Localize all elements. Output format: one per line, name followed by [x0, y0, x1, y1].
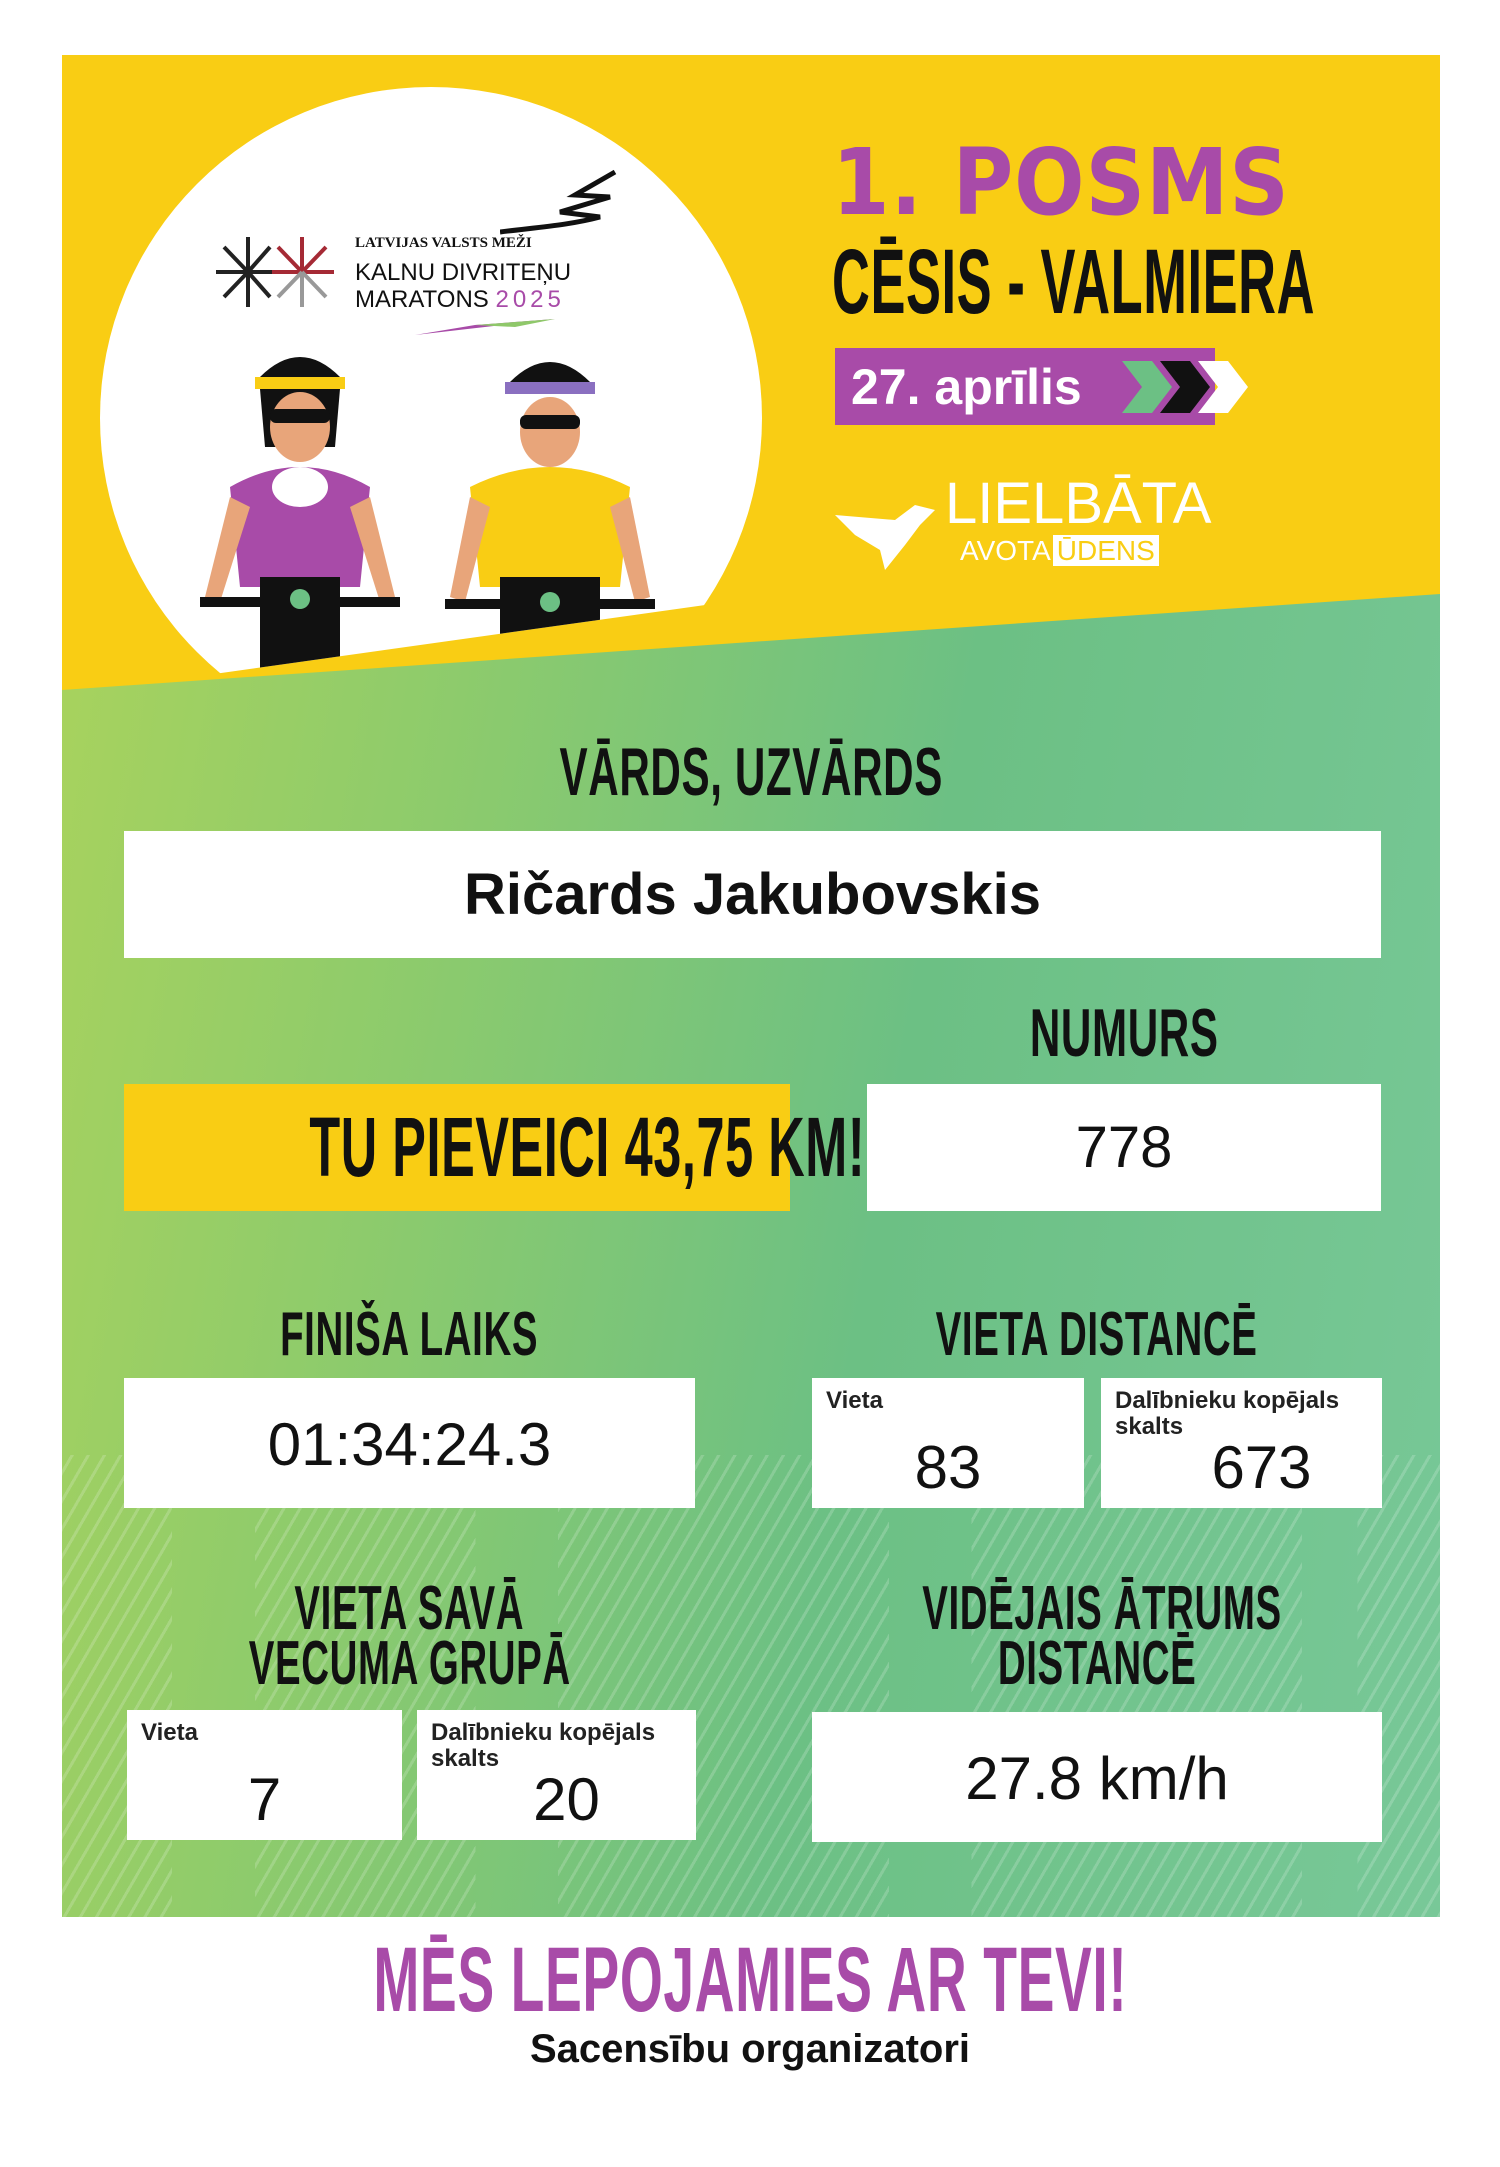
age-place-box: Vieta 7 — [127, 1710, 402, 1840]
water-brand-logo: LIELBĀTA AVOTA ŪDENS — [835, 475, 1255, 575]
water-sub-1: AVOTA — [960, 535, 1051, 566]
bib-number: 778 — [1075, 1115, 1173, 1180]
arrows-icon — [1122, 361, 1248, 413]
finish-time: 01:34:24.3 — [267, 1411, 552, 1478]
slogan-text: MĒS LEPOJAMIES AR TEVI! — [373, 1929, 1127, 2031]
water-sub-2: ŪDENS — [1052, 535, 1159, 566]
tree-logo-icon — [500, 169, 617, 235]
speed-box: 27.8 km/h — [812, 1712, 1382, 1842]
overall-total-label: Dalībnieku kopējals skalts — [1115, 1387, 1340, 1440]
date-text: 27. aprīlis — [851, 359, 1082, 415]
water-brand-name: LIELBĀTA — [945, 471, 1212, 536]
overall-place-box: Vieta 83 — [812, 1378, 1084, 1508]
age-place: 7 — [247, 1766, 282, 1833]
cyclists-illustration — [200, 357, 655, 690]
speed-label-line2: DISTANCĒ — [997, 1629, 1197, 1698]
cyclist-left — [200, 357, 400, 690]
event-name: KALNU DIVRITEŅU MARATONS 2025 — [355, 259, 571, 313]
participant-name: Ričards Jakubovskis — [463, 862, 1042, 927]
cyclist-right — [445, 362, 655, 690]
age-total-label: Dalībnieku kopējals skalts — [431, 1719, 656, 1772]
name-label: VĀRDS, UZVĀRDS — [62, 734, 1440, 810]
finish-box: 01:34:24.3 — [124, 1378, 695, 1508]
event-name-line2: MARATONS — [355, 286, 489, 313]
finish-label: FINIŠA LAIKS — [124, 1300, 695, 1369]
route-text: CĒSIS - VALMIERA — [832, 231, 1316, 333]
certificate-card: LATVIJAS VALSTS MEŽI KALNU DIVRITEŅU MAR… — [62, 55, 1440, 1917]
ring-logo-icon — [216, 237, 334, 307]
name-label-text: VĀRDS, UZVĀRDS — [559, 734, 943, 810]
stage-title: 1. POSMS — [832, 129, 1332, 236]
swoosh-icon — [415, 319, 555, 335]
speed-label-line1: VIDĒJAIS ĀTRUMS — [922, 1574, 1282, 1643]
route-title: CĒSIS - VALMIERA — [832, 231, 1432, 333]
overall-total: 673 — [1211, 1434, 1312, 1501]
age-place-label: Vieta — [141, 1719, 198, 1746]
age-label-line2: VECUMA GRUPĀ — [248, 1629, 571, 1698]
number-box: 778 — [867, 1084, 1381, 1211]
age-total: 20 — [533, 1766, 600, 1833]
number-label-text: NUMURS — [1029, 995, 1219, 1071]
speed-label: VIDĒJAIS ĀTRUMS DISTANCĒ — [812, 1574, 1382, 1698]
stage-text: 1. POSMS — [832, 129, 1290, 236]
overall-label-text: VIETA DISTANCĒ — [936, 1300, 1258, 1369]
number-label: NUMURS — [867, 995, 1381, 1071]
finish-label-text: FINIŠA LAIKS — [280, 1300, 539, 1369]
footer-signature: Sacensību organizatori — [529, 2027, 971, 2071]
illustration-circle: LATVIJAS VALSTS MEŽI KALNU DIVRITEŅU MAR… — [100, 87, 762, 690]
overall-label: VIETA DISTANCĒ — [812, 1300, 1382, 1369]
bird-icon — [835, 505, 935, 570]
avg-speed: 27.8 km/h — [965, 1745, 1229, 1812]
age-label-line1: VIETA SAVĀ — [294, 1574, 525, 1643]
overall-total-box: Dalībnieku kopējals skalts 673 — [1101, 1378, 1382, 1508]
water-brand-sub: AVOTA ŪDENS — [960, 535, 1159, 567]
distance-text: TU PIEVEICI 43,75 KM! — [309, 1100, 866, 1194]
age-group-label: VIETA SAVĀ VECUMA GRUPĀ — [124, 1574, 695, 1698]
overall-place: 83 — [914, 1434, 982, 1501]
footer-slogan: MĒS LEPOJAMIES AR TEVI! — [0, 1929, 1500, 2031]
event-year: 2025 — [495, 286, 565, 313]
age-total-box: Dalībnieku kopējals skalts 20 — [417, 1710, 696, 1840]
distance-banner: TU PIEVEICI 43,75 KM! — [124, 1084, 865, 1211]
overall-place-label: Vieta — [826, 1387, 883, 1414]
event-name-line1: KALNU DIVRITEŅU — [355, 259, 572, 286]
name-box: Ričards Jakubovskis — [124, 831, 1381, 958]
sponsor-name: LATVIJAS VALSTS MEŽI — [355, 235, 532, 251]
event-logo: LATVIJAS VALSTS MEŽI KALNU DIVRITEŅU MAR… — [210, 167, 630, 337]
